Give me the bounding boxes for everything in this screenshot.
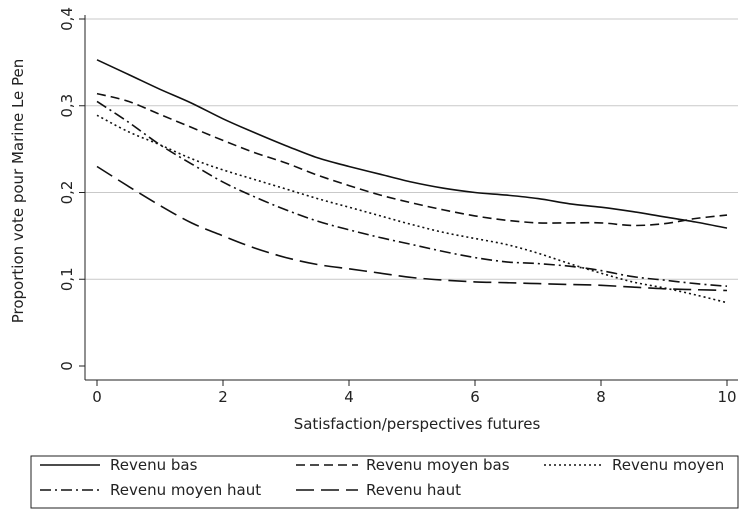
legend-label-1: Revenu moyen bas — [366, 456, 510, 474]
x-tick-label-2: 4 — [344, 388, 354, 406]
y-axis-title: Proportion vote pour Marine Le Pen — [9, 59, 27, 324]
y-tick-label-3: 0,3 — [58, 94, 76, 118]
y-tick-label-1: 0,1 — [58, 267, 76, 291]
series-line-2 — [96, 114, 728, 304]
y-tick-label-4: 0,4 — [58, 7, 76, 31]
x-tick-label-1: 2 — [218, 388, 228, 406]
x-tick-label-3: 6 — [470, 388, 480, 406]
legend-label-4: Revenu haut — [366, 481, 461, 499]
series-line-0 — [96, 59, 728, 229]
series-line-4 — [96, 165, 728, 292]
y-tick-label-0: 0 — [58, 361, 76, 371]
series-line-3 — [96, 100, 728, 287]
legend-label-0: Revenu bas — [110, 456, 198, 474]
tick-labels: 0 0,1 0,2 0,3 0,4 0 2 4 6 8 10 — [58, 7, 737, 406]
legend-box — [30, 455, 739, 509]
legend: Revenu bas Revenu moyen bas Revenu moyen Re… — [30, 455, 739, 509]
y-tick-label-2: 0,2 — [58, 181, 76, 205]
series-line-1 — [96, 92, 728, 227]
x-tick-label-0: 0 — [92, 388, 102, 406]
legend-label-2: Revenu moyen — [612, 456, 724, 474]
axes — [79, 15, 738, 386]
legend-label-3: Revenu moyen haut — [110, 481, 261, 499]
series-lines — [96, 59, 728, 304]
gridlines — [85, 18, 738, 280]
x-tick-label-4: 8 — [596, 388, 606, 406]
x-tick-label-5: 10 — [717, 388, 736, 406]
x-axis-title: Satisfaction/perspectives futures — [294, 415, 541, 433]
